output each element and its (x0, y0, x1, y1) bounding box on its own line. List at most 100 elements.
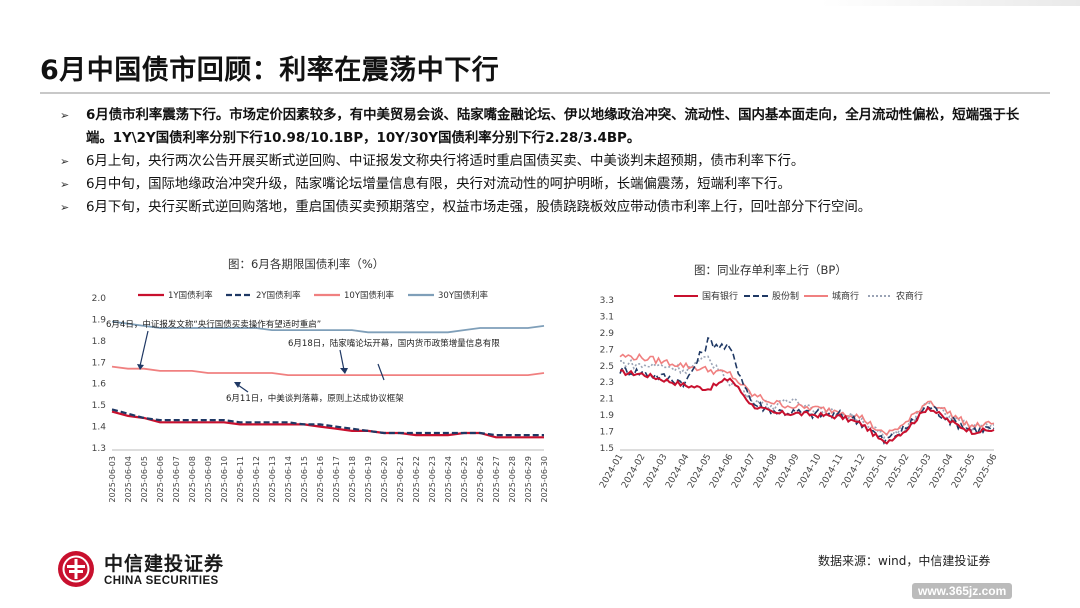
chart1-xtick-label: 2025-06-25 (460, 456, 469, 503)
chart1-series-line (111, 320, 545, 334)
ncd-rate-chart: 图：同业存单利率上行（BP） 3.3 3.1 2.9 2.7 2.5 2.3 2.1 1.9 1… (582, 258, 1002, 548)
chart1-xtick-label: 2025-06-08 (188, 456, 197, 503)
bullet-text: 6月中旬，国际地缘政治冲突升级，陆家嘴论坛增量信息有限，央行对流动性的呵护明晰，… (86, 177, 791, 192)
chart1-annotation-arrow (339, 349, 345, 371)
chart1-xtick-label: 2025-06-21 (396, 456, 405, 503)
chart1-annotation-arrow (377, 363, 385, 381)
logo-english-name: CHINA SECURITIES (104, 575, 219, 587)
chart1-title: 图：6月各期限国债利率（%） (228, 257, 385, 271)
company-logo: 中信建投证券 CHINA SECURITIES (56, 545, 246, 595)
citic-logo-icon (58, 551, 94, 587)
chart1-xtick-label: 2025-06-24 (444, 456, 453, 503)
chart1-xtick-label: 2025-06-26 (476, 456, 485, 503)
chart1-xtick-label: 2025-06-22 (412, 456, 421, 503)
chart1-xtick-label: 2025-06-13 (268, 456, 277, 503)
chart1-ytick-label: 1.8 (92, 337, 107, 347)
chart1-xtick-label: 2025-06-14 (284, 456, 293, 503)
chart1-xtick-label: 2025-06-03 (108, 456, 117, 503)
watermark: www.365jz.com (912, 583, 1013, 599)
chart2-title: 图：同业存单利率上行（BP） (694, 263, 847, 277)
chart1-xtick-label: 2025-06-18 (348, 456, 357, 503)
chart2-legend-label: 国有银行 (702, 290, 738, 302)
chart1-annotation-arrow (139, 330, 149, 367)
chart1-xtick-label: 2025-06-10 (220, 456, 229, 503)
chart2-svg: 3.33.12.92.72.52.32.11.91.71.52024-01202… (598, 290, 1000, 490)
chart1-legend-label: 10Y国债利率 (344, 290, 395, 301)
chart1-legend-label: 2Y国债利率 (256, 290, 301, 301)
chart2-series-line (619, 336, 995, 445)
chart2-ytick-label: 2.5 (600, 362, 614, 372)
chart2-series-line (619, 352, 995, 437)
chart1-annotation: 6月18日，陆家嘴论坛开幕，国内货币政策增量信息有限 (288, 338, 500, 349)
chart1-annotation-arrowhead (340, 368, 348, 374)
data-source-note: 数据来源：wind，中信建投证券 (818, 554, 991, 568)
chart1-ytick-label: 1.7 (92, 358, 106, 368)
title-divider (40, 92, 1050, 94)
chart1-xtick-label: 2025-06-12 (252, 456, 261, 503)
chart2-ytick-label: 2.1 (600, 395, 614, 405)
chart1-xtick-label: 2025-06-23 (428, 456, 437, 503)
bullet-text: 6月下旬，央行买断式逆回购落地，重启国债买卖预期落空，权益市场走强，股债跷跷板效… (86, 200, 872, 215)
chart1-xtick-label: 2025-06-16 (316, 456, 325, 503)
chart2-ytick-label: 2.3 (600, 378, 614, 388)
chart1-xtick-label: 2025-06-29 (524, 456, 533, 503)
chart1-xtick-label: 2025-06-04 (124, 456, 133, 503)
chart1-annotation-arrow (237, 384, 249, 393)
chart1-ytick-label: 1.6 (92, 380, 107, 390)
chart1-annotation: 6月4日，中证报发文称“央行国债买卖操作有望适时重启” (106, 319, 321, 330)
chart1-xtick-label: 2025-06-09 (204, 456, 213, 503)
chart1-legend-label: 1Y国债利率 (168, 290, 213, 301)
bullet-item: ➢ 6月债市利率震荡下行。市场定价因素较多，有中美贸易会谈、陆家嘴金融论坛、伊以地… (60, 104, 1030, 150)
chart1-xtick-label: 2025-06-05 (140, 456, 149, 503)
chart2-legend-label: 城商行 (832, 290, 859, 302)
chart1-xtick-label: 2025-06-06 (156, 456, 165, 503)
chart1-xtick-label: 2025-06-27 (492, 456, 501, 503)
bullet-arrow-icon: ➢ (60, 109, 70, 122)
chart2-legend-label: 农商行 (896, 290, 923, 302)
page-title: 6月中国债市回顾：利率在震荡中下行 (40, 55, 500, 86)
chart1-xtick-label: 2025-06-30 (540, 456, 549, 503)
bullet-arrow-icon: ➢ (60, 201, 70, 214)
chart2-legend-label: 股份制 (772, 290, 799, 302)
chart1-series-line (111, 365, 545, 376)
bullet-arrow-icon: ➢ (60, 178, 70, 191)
top-decor-bar (820, 0, 1080, 6)
chart2-ytick-label: 2.9 (600, 329, 615, 339)
chart1-legend-label: 30Y国债利率 (438, 290, 489, 301)
chart1-xtick-label: 2025-06-20 (380, 456, 389, 503)
chart1-ytick-label: 1.9 (92, 315, 107, 325)
bullet-list: ➢ 6月债市利率震荡下行。市场定价因素较多，有中美贸易会谈、陆家嘴金融论坛、伊以地… (60, 104, 1030, 219)
chart1-series-line (111, 408, 544, 437)
chart1-ytick-label: 1.3 (92, 444, 106, 454)
bullet-item: ➢ 6月下旬，央行买断式逆回购落地，重启国债买卖预期落空，权益市场走强，股债跷跷板… (60, 196, 1030, 219)
chart1-annotation: 6月11日，中美谈判落幕，原则上达成协议框架 (226, 393, 404, 404)
chart1-xtick-label: 2025-06-19 (364, 456, 373, 503)
chart1-xtick-label: 2025-06-15 (300, 456, 309, 503)
bullet-item: ➢ 6月上旬，央行两次公告开展买断式逆回购、中证报发文称央行将适时重启国债买卖、中… (60, 150, 1030, 173)
bullet-text: 6月上旬，央行两次公告开展买断式逆回购、中证报发文称央行将适时重启国债买卖、中美… (86, 154, 805, 169)
bullet-text: 6月债市利率震荡下行。市场定价因素较多，有中美贸易会谈、陆家嘴金融论坛、伊以地缘… (86, 108, 1020, 146)
logo-chinese-name: 中信建投证券 (104, 553, 225, 575)
chart2-series-line (619, 369, 995, 445)
chart2-ytick-label: 1.5 (600, 444, 614, 454)
chart1-ytick-label: 1.4 (92, 423, 107, 433)
chart1-xtick-label: 2025-06-17 (332, 456, 341, 503)
chart1-xtick-label: 2025-06-11 (236, 456, 245, 503)
chart1-ytick-label: 2.0 (92, 294, 107, 304)
chart2-ytick-label: 1.7 (600, 428, 614, 438)
chart1-ytick-label: 1.5 (92, 401, 106, 411)
chart1-xtick-label: 2025-06-28 (508, 456, 517, 503)
treasury-yield-chart: 图：6月各期限国债利率（%） 2.0 1.9 1.8 1.7 1.6 1.5 1.4 1.3 2… (78, 252, 556, 552)
chart2-ytick-label: 2.7 (600, 345, 614, 355)
bullet-arrow-icon: ➢ (60, 155, 70, 168)
chart2-ytick-label: 3.3 (600, 296, 614, 306)
chart1-annotation-arrowhead (234, 382, 241, 388)
chart2-ytick-label: 3.1 (600, 312, 614, 322)
bullet-item: ➢ 6月中旬，国际地缘政治冲突升级，陆家嘴论坛增量信息有限，央行对流动性的呵护明晰… (60, 173, 1030, 196)
chart1-xtick-label: 2025-06-07 (172, 456, 181, 503)
chart1-annotation-arrowhead (137, 364, 144, 370)
chart2-ytick-label: 1.9 (600, 411, 615, 421)
chart2-series-line (620, 355, 995, 440)
